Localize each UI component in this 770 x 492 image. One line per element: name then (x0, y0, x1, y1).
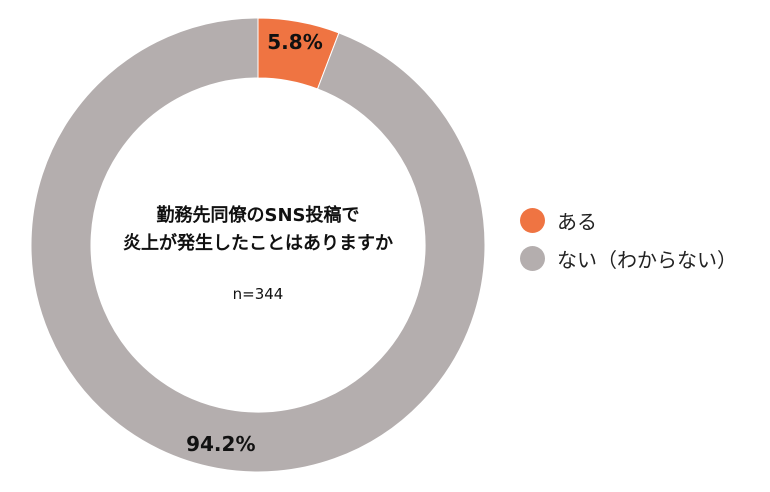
legend-swatch-aru (520, 207, 545, 233)
legend-item-nai: ない（わからない） (520, 239, 737, 277)
data-label-1: 94.2% (186, 432, 255, 456)
data-labels-group: 5.8% 94.2% (186, 30, 323, 456)
chart-title-line-1: 勤務先同僚のSNS投稿で (156, 205, 360, 226)
chart-title-line-2: 炎上が発生したことはありますか (123, 233, 393, 254)
data-label-0: 5.8% (267, 30, 322, 54)
legend: ある ない（わからない） (520, 201, 737, 277)
slices-group (30, 17, 486, 473)
legend-label-aru: ある (557, 209, 597, 234)
slice-1 (30, 17, 486, 473)
sample-size: n=344 (232, 285, 284, 303)
legend-label-nai: ない（わからない） (557, 247, 737, 272)
legend-swatch-nai (520, 245, 545, 271)
legend-item-aru: ある (520, 201, 737, 239)
